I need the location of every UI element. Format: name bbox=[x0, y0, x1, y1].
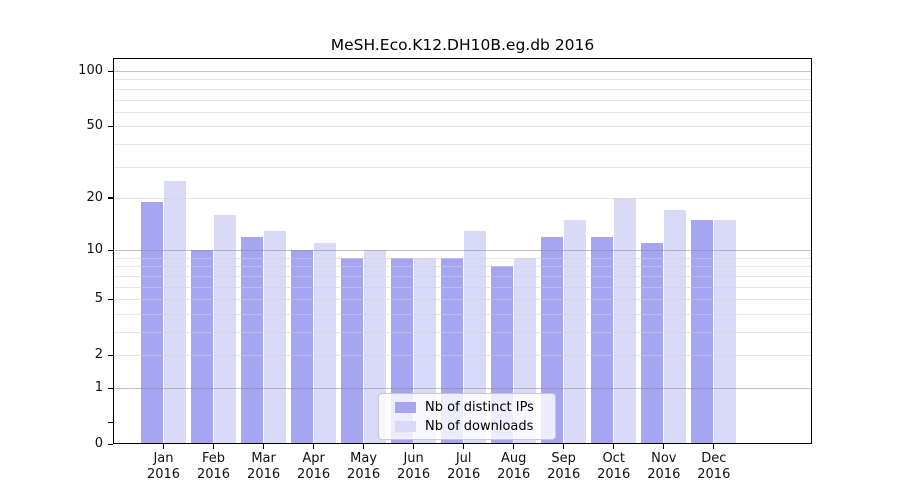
x-axis-tick-label: Aug 2016 bbox=[497, 451, 531, 482]
bar-jan-distinct-ips bbox=[141, 201, 163, 444]
y-minor-gridline bbox=[114, 126, 811, 128]
bar-sep-distinct-ips bbox=[541, 236, 564, 444]
x-axis-tick-label: Jun 2016 bbox=[397, 451, 431, 482]
y-minor-gridline bbox=[114, 99, 811, 101]
legend-item-downloads: Nb of downloads bbox=[395, 419, 547, 434]
y-minor-gridline bbox=[114, 79, 811, 81]
y-axis-tick-label: 1 bbox=[94, 380, 103, 395]
bar-nov-distinct-ips bbox=[641, 243, 664, 444]
bar-mar-distinct-ips bbox=[241, 236, 264, 444]
y-minor-gridline bbox=[114, 88, 811, 90]
y-axis-tick-label: 100 bbox=[78, 63, 103, 78]
bar-jan-downloads bbox=[164, 180, 186, 444]
y-major-gridline bbox=[114, 388, 811, 389]
legend-swatch-downloads bbox=[395, 420, 416, 432]
y-major-gridline bbox=[114, 250, 811, 252]
y-minor-gridline bbox=[114, 166, 811, 168]
legend: Nb of distinct IPs Nb of downloads bbox=[378, 393, 556, 440]
bar-apr-downloads bbox=[314, 243, 337, 444]
x-axis-tick bbox=[663, 444, 665, 449]
y-axis-tick bbox=[108, 249, 113, 251]
y-minor-gridline bbox=[114, 313, 811, 315]
bar-jul-downloads bbox=[464, 230, 487, 444]
y-axis-tick bbox=[108, 197, 113, 199]
y-major-gridline bbox=[114, 71, 811, 72]
x-axis-tick-label: Oct 2016 bbox=[597, 451, 631, 482]
x-axis-tick-label: Jul 2016 bbox=[447, 451, 481, 482]
y-minor-gridline bbox=[114, 275, 811, 277]
legend-item-distinct-ips: Nb of distinct IPs bbox=[395, 400, 547, 415]
y-axis-tick bbox=[108, 443, 113, 445]
y-axis-tick-label: 0 bbox=[94, 436, 103, 451]
x-axis-tick bbox=[413, 444, 415, 449]
legend-swatch-distinct-ips bbox=[395, 401, 416, 413]
y-axis-tick-label: 20 bbox=[86, 189, 103, 205]
bar-feb-distinct-ips bbox=[191, 250, 213, 444]
bar-mar-downloads bbox=[264, 230, 287, 444]
x-axis-tick bbox=[263, 444, 265, 449]
x-axis-tick bbox=[313, 444, 315, 449]
chart-title: MeSH.Eco.K12.DH10B.eg.db 2016 bbox=[330, 36, 595, 54]
bar-apr-distinct-ips bbox=[291, 250, 314, 444]
y-minor-gridline bbox=[114, 299, 811, 301]
x-axis-tick-label: Nov 2016 bbox=[647, 451, 681, 482]
bar-may-distinct-ips bbox=[341, 257, 364, 444]
x-axis-tick bbox=[713, 444, 715, 449]
y-axis-tick bbox=[108, 387, 113, 389]
y-minor-gridline bbox=[114, 355, 811, 357]
y-axis-tick bbox=[108, 354, 113, 356]
x-axis-tick bbox=[563, 444, 565, 449]
y-axis-tick-label: 50 bbox=[86, 118, 103, 134]
bar-oct-distinct-ips bbox=[591, 236, 614, 444]
legend-label-distinct-ips: Nb of distinct IPs bbox=[425, 399, 534, 415]
x-axis-tick-label: Dec 2016 bbox=[697, 451, 731, 482]
y-axis-tick-label: 10 bbox=[86, 242, 103, 258]
x-axis-tick bbox=[613, 444, 615, 449]
x-axis-tick-label: Mar 2016 bbox=[247, 451, 281, 482]
legend-label-downloads: Nb of downloads bbox=[425, 418, 534, 434]
x-axis-tick bbox=[513, 444, 515, 449]
y-axis-tick bbox=[108, 298, 113, 300]
y-minor-gridline bbox=[114, 257, 811, 259]
y-axis-tick-label: 5 bbox=[94, 291, 103, 307]
y-minor-gridline bbox=[114, 197, 811, 199]
x-axis-tick-label: Jan 2016 bbox=[146, 451, 181, 482]
y-minor-gridline bbox=[114, 143, 811, 145]
x-axis-tick bbox=[212, 444, 215, 449]
bar-oct-downloads bbox=[614, 197, 637, 444]
y-axis-tick bbox=[108, 70, 113, 72]
bar-feb-downloads bbox=[214, 215, 236, 444]
y-axis-tick bbox=[108, 125, 113, 127]
x-axis-tick bbox=[363, 444, 365, 449]
y-minor-gridline bbox=[114, 286, 811, 288]
y-minor-gridline bbox=[114, 266, 811, 268]
y-minor-gridline bbox=[114, 332, 811, 333]
bar-nov-downloads bbox=[664, 210, 687, 444]
y-minor-gridline bbox=[114, 111, 811, 113]
y-axis-minor-tick bbox=[108, 422, 113, 424]
x-axis-tick bbox=[162, 444, 165, 449]
y-axis-tick-label: 2 bbox=[94, 347, 103, 363]
x-axis-tick bbox=[463, 444, 465, 449]
x-axis-tick-label: May 2016 bbox=[347, 451, 381, 482]
x-axis-tick-label: Feb 2016 bbox=[196, 451, 231, 482]
x-axis-tick-label: Apr 2016 bbox=[297, 451, 331, 482]
x-axis-tick-label: Sep 2016 bbox=[547, 451, 581, 482]
